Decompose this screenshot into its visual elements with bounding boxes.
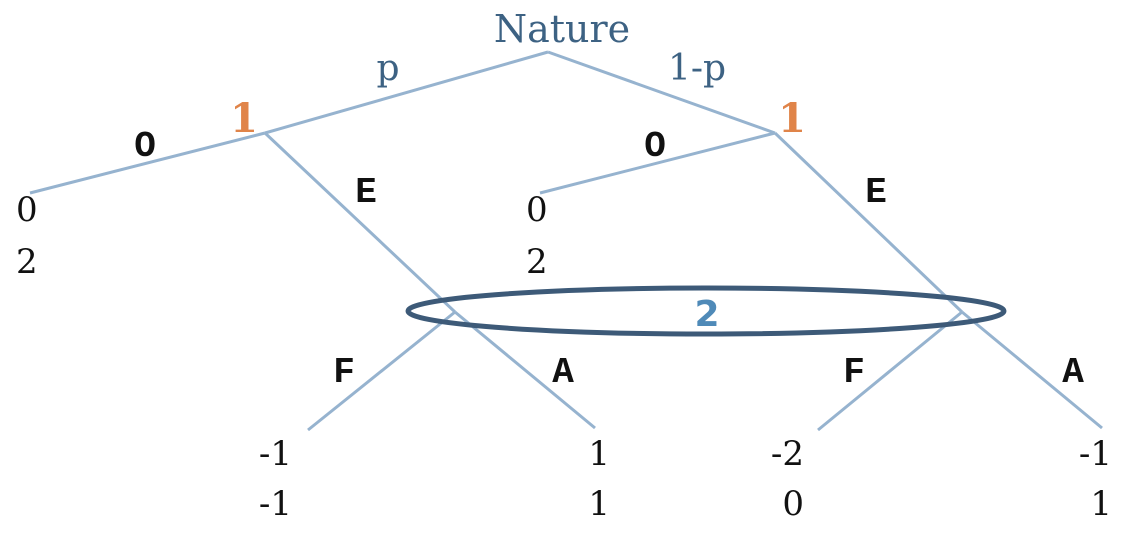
payoff-accept-right-top: -1 [1079, 434, 1112, 474]
payoff-fight-right-bottom: 0 [782, 484, 804, 524]
action-enter-left: E [355, 172, 377, 213]
player1-right-label: 1 [778, 95, 806, 142]
payoff-out-left-top: 0 [16, 190, 38, 230]
edge-right-enter [773, 131, 964, 314]
edge-right-fight [817, 310, 963, 432]
probability-left: p [376, 48, 399, 89]
nature-label: Nature [494, 7, 630, 51]
edge-left-out [29, 131, 266, 195]
payoff-accept-left-bottom: 1 [588, 484, 610, 524]
probability-right: 1-p [668, 48, 726, 89]
payoff-accept-right-bottom: 1 [1090, 484, 1112, 524]
payoff-accept-left-top: 1 [588, 434, 610, 474]
action-out-right: O [644, 126, 666, 167]
payoff-fight-left-top: -1 [259, 434, 292, 474]
edge-left-enter [263, 131, 457, 314]
action-enter-right: E [865, 172, 887, 213]
action-accept-left: A [552, 352, 574, 393]
action-out-left: O [134, 126, 156, 167]
edge-right-accept [961, 310, 1103, 430]
player1-left-label: 1 [230, 95, 258, 142]
edge-left-accept [454, 310, 596, 430]
action-fight-left: F [333, 352, 355, 393]
payoff-fight-right-top: -2 [771, 434, 804, 474]
payoff-out-right-top: 0 [526, 190, 548, 230]
edge-left-fight [307, 310, 456, 432]
payoff-fight-left-bottom: -1 [259, 484, 292, 524]
action-fight-right: F [843, 352, 865, 393]
payoff-out-left-bottom: 2 [16, 242, 38, 282]
edge-right-out [539, 131, 776, 195]
information-set-ellipse [405, 285, 1007, 337]
action-accept-right: A [1062, 352, 1084, 393]
edge-nature-to-right-player1 [547, 50, 776, 135]
edge-nature-to-left-player1 [264, 50, 549, 135]
payoff-out-right-bottom: 2 [526, 242, 548, 282]
player2-label: 2 [694, 294, 719, 335]
